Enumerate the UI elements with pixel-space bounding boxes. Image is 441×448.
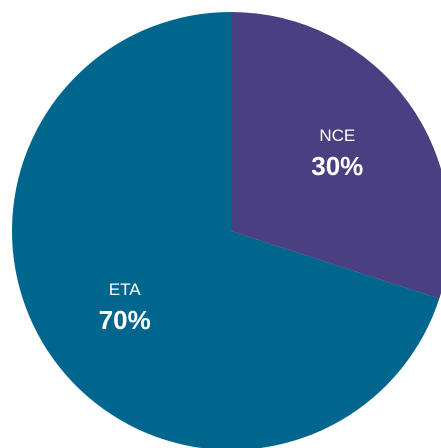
pie-slice-nce bbox=[231, 12, 441, 299]
pie-labels: NCE 30% ETA 70% bbox=[99, 126, 364, 335]
pie-slice-value-nce: 30% bbox=[311, 151, 363, 181]
pie-slice-value-eta: 70% bbox=[99, 305, 151, 335]
pie-slice-label-eta: ETA bbox=[109, 280, 141, 299]
pie-slices bbox=[12, 12, 441, 448]
pie-slice-eta bbox=[12, 12, 440, 448]
pie-slice-label-nce: NCE bbox=[319, 126, 355, 145]
